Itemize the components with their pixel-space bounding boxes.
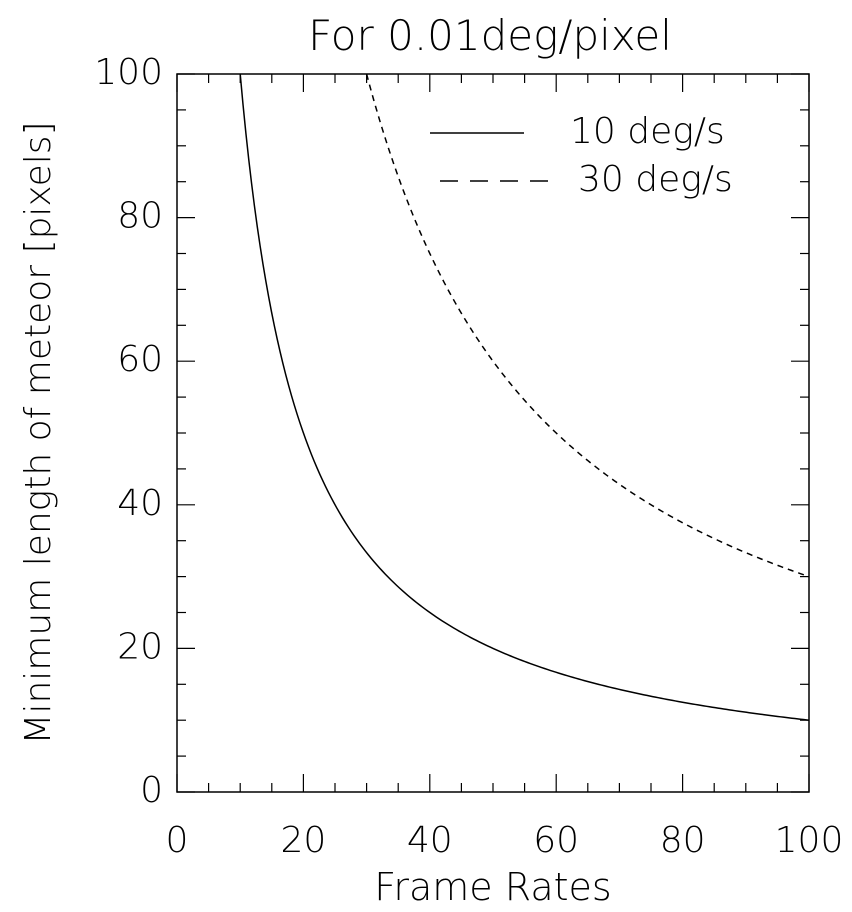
x-tick-label: 20 [280, 820, 326, 861]
chart-title: For 0.01deg/pixel [308, 11, 672, 60]
legend-label-30-deg-s: 30 deg/s [578, 159, 733, 200]
series-line-30-deg-s [365, 73, 810, 578]
y-tick-label: 20 [117, 626, 163, 667]
x-tick-labels: 0 20 40 60 80 100 [166, 820, 844, 861]
y-tick-label: 80 [117, 196, 163, 237]
x-tick-label: 40 [407, 820, 453, 861]
x-tick-label: 60 [533, 820, 579, 861]
y-axis-label: Minimum length of meteor [pixels] [18, 121, 59, 744]
y-tick-label: 0 [140, 770, 163, 811]
x-tick-label: 80 [660, 820, 706, 861]
y-tick-label: 60 [117, 339, 163, 380]
legend-label-10-deg-s: 10 deg/s [570, 111, 725, 152]
x-tick-label: 0 [166, 820, 189, 861]
legend: 10 deg/s 30 deg/s [430, 111, 733, 200]
x-axis-label: Frame Rates [374, 865, 611, 909]
series-layer [239, 73, 810, 721]
x-tick-label: 100 [775, 820, 844, 861]
y-tick-label: 40 [117, 483, 163, 524]
series-line-10-deg-s [239, 73, 810, 721]
y-tick-label: 100 [94, 52, 163, 93]
y-tick-labels: 0 20 40 60 80 100 [94, 52, 163, 811]
